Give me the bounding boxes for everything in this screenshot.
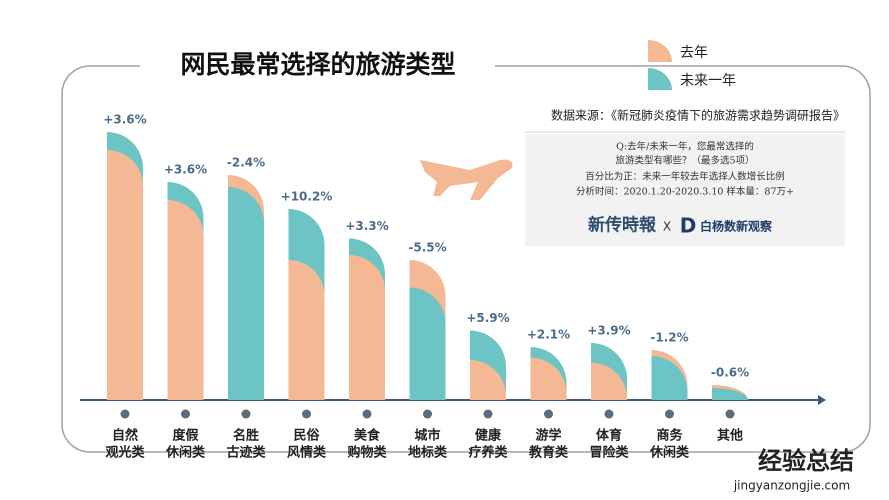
- x-tick-label: 古迹类: [226, 445, 266, 461]
- bar: [712, 388, 748, 400]
- bar: [107, 150, 143, 400]
- difference-label: +2.1%: [527, 328, 570, 342]
- note: Q:去年/未来一年，您最常选择的: [616, 141, 754, 153]
- bar: [349, 255, 385, 400]
- logo-joiner: X: [663, 220, 671, 234]
- bar: [409, 287, 446, 400]
- note: 百分比为正：未来一年较去年选择人数增长比例: [585, 171, 785, 183]
- x-tick-label: 名胜: [233, 428, 259, 444]
- x-tick-label: 购物类: [347, 445, 387, 461]
- legend-label: 未来一年: [680, 73, 736, 89]
- x-tick-label: 体育: [596, 428, 622, 444]
- legend-swatch: [648, 40, 672, 62]
- logo-left: 新传時報: [588, 215, 657, 236]
- legend-swatch: [648, 68, 672, 90]
- bar: [591, 362, 627, 400]
- x-tick-label: 休闲类: [649, 445, 690, 461]
- difference-label: +3.6%: [164, 163, 207, 177]
- plane-icon: [420, 159, 513, 200]
- x-tick-label: 观光类: [105, 445, 145, 461]
- x-tick-label: 城市: [414, 428, 440, 444]
- difference-label: -0.6%: [711, 366, 749, 380]
- difference-label: +5.9%: [466, 311, 509, 325]
- x-tick-label: 自然: [112, 428, 138, 444]
- x-tick-label: 度假: [172, 428, 199, 444]
- logo-box: [525, 206, 845, 246]
- x-tick-label: 健康: [475, 428, 502, 444]
- difference-label: +3.6%: [103, 113, 146, 127]
- x-tick-label: 教育类: [528, 445, 569, 461]
- axis-dot: [362, 409, 372, 419]
- bar: [288, 260, 325, 400]
- difference-label: -5.5%: [408, 241, 446, 255]
- difference-label: +3.9%: [587, 324, 630, 338]
- note: 分析时间：2020.1.20-2020.3.10 样本量：87万+: [576, 186, 794, 198]
- x-tick-label: 其他: [717, 428, 743, 444]
- watermark: 经验总结: [758, 447, 854, 475]
- bar: [167, 200, 204, 400]
- bar: [651, 356, 688, 400]
- chart-title: 网民最常选择的旅游类型: [180, 50, 455, 79]
- difference-label: +3.3%: [345, 219, 388, 233]
- title-bg: [140, 50, 495, 84]
- watermark-url: jingyanzongjie.com: [733, 479, 850, 493]
- bar: [228, 187, 264, 400]
- difference-label: -1.2%: [650, 331, 688, 345]
- axis-dot: [302, 409, 311, 419]
- axis-dot: [544, 409, 553, 419]
- bar: [530, 357, 567, 400]
- axis-dot: [241, 409, 251, 419]
- note-box: [525, 134, 845, 206]
- x-tick-label: 冒险类: [589, 445, 629, 461]
- x-tick-label: 疗养类: [468, 445, 508, 461]
- difference-label: +10.2%: [281, 190, 333, 204]
- x-tick-label: 商务: [656, 428, 683, 444]
- x-tick-label: 休闲类: [165, 445, 206, 461]
- axis-dot: [483, 409, 493, 419]
- axis-dot: [725, 409, 735, 419]
- source: 数据来源：《新冠肺炎疫情下的旅游需求趋势调研报告》: [551, 108, 845, 123]
- axis-dot: [423, 409, 432, 419]
- x-tick-label: 游学: [535, 428, 561, 444]
- note: 旅游类型有哪些？（最多选5项）: [615, 155, 754, 167]
- axis-dot: [665, 409, 674, 419]
- x-tick-label: 美食: [354, 428, 381, 444]
- x-tick-label: 风情类: [287, 445, 327, 461]
- axis-dot: [604, 409, 614, 419]
- axis-dot: [120, 409, 130, 419]
- x-tick-label: 地标类: [408, 445, 448, 461]
- bar: [470, 360, 506, 400]
- difference-label: -2.4%: [227, 156, 265, 170]
- axis-arrow: [818, 395, 826, 405]
- logo-mark: D: [680, 214, 697, 238]
- logo-right: 白杨数新观察: [700, 219, 773, 234]
- legend-label: 去年: [680, 45, 708, 61]
- x-tick-label: 民俗: [293, 428, 320, 444]
- axis-dot: [181, 409, 190, 419]
